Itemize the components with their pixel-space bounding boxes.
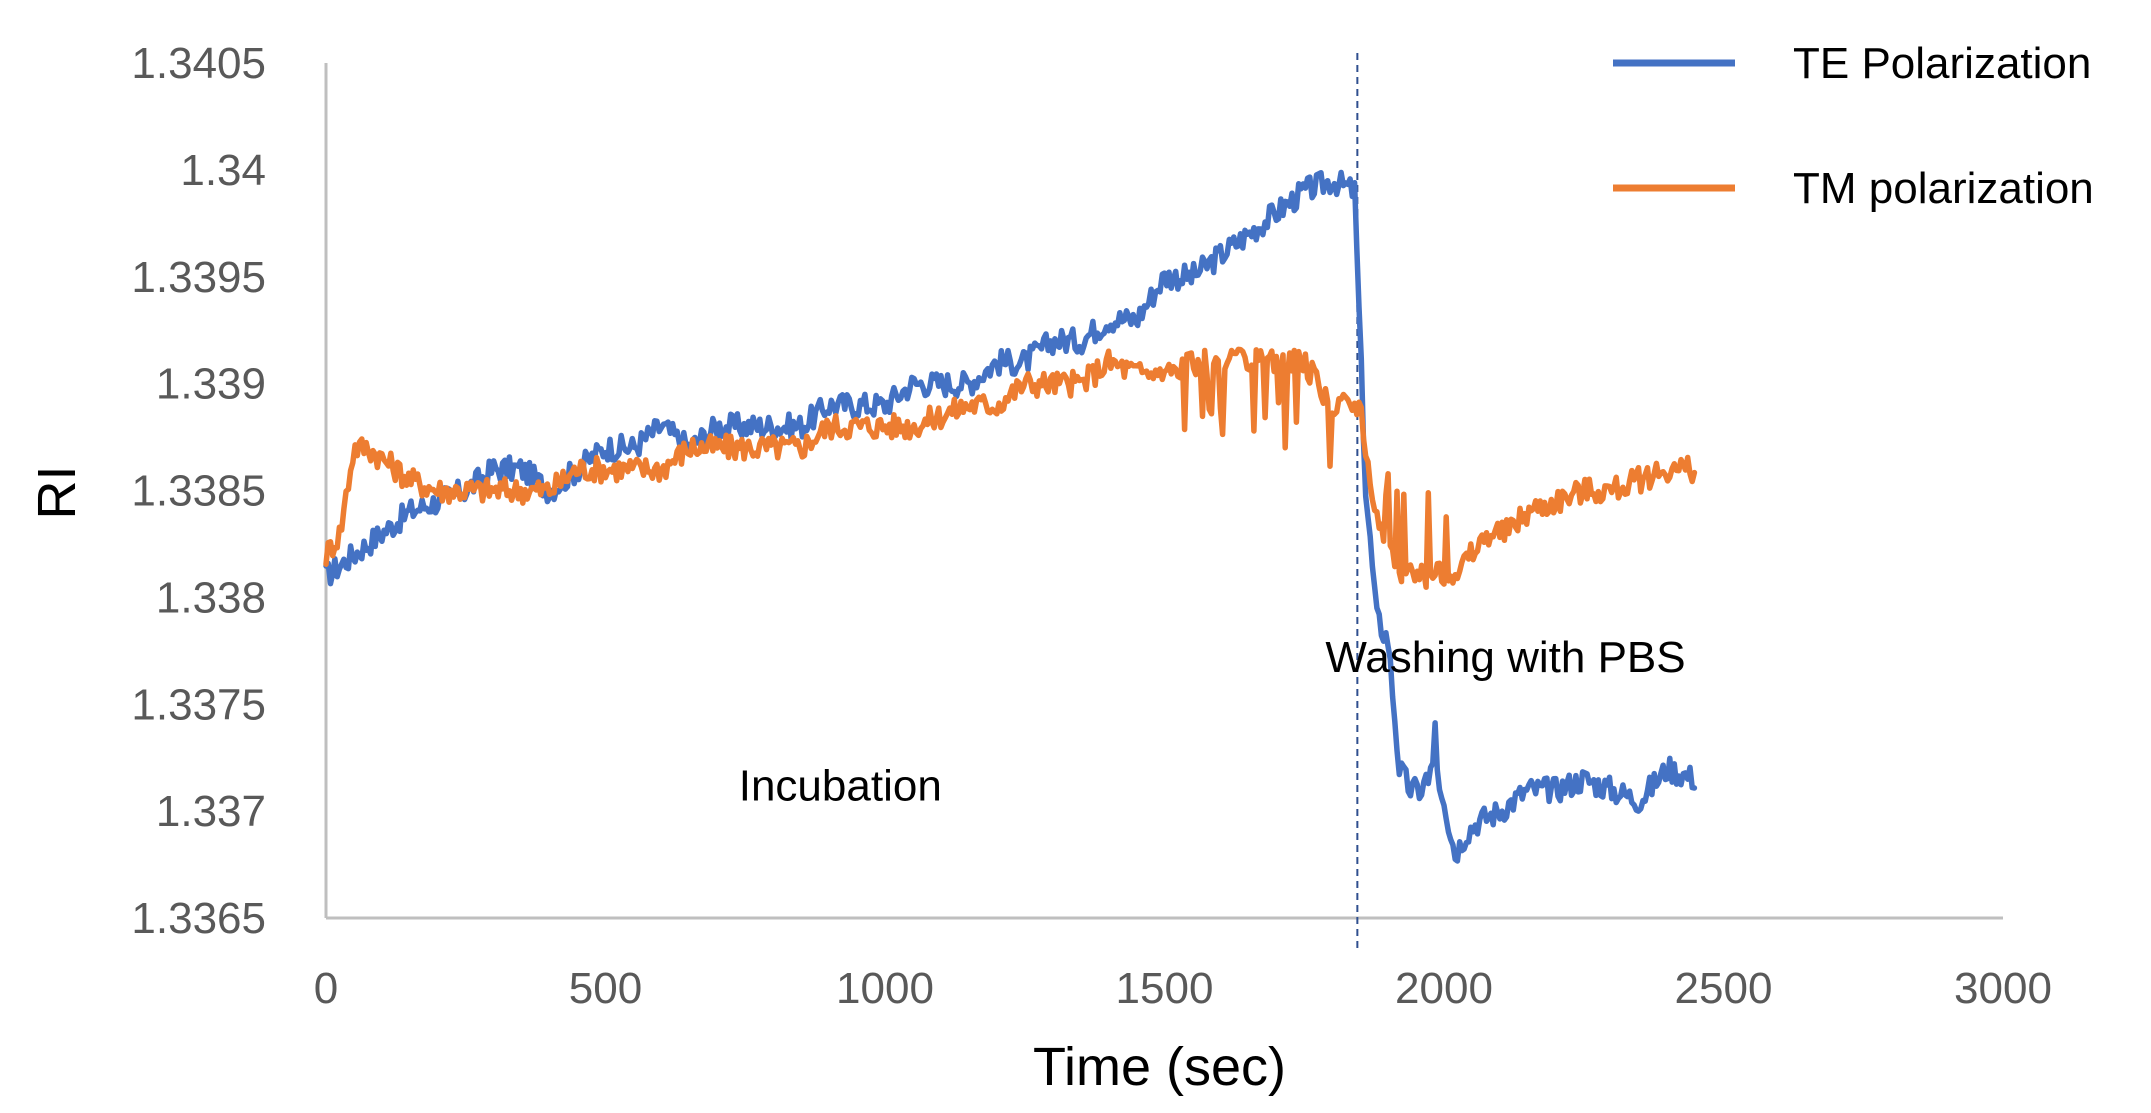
y-tick-label: 1.3395 xyxy=(131,253,266,302)
x-axis-title: Time (sec) xyxy=(1033,1037,1286,1097)
y-tick-labels: 1.3365 1.337 1.3375 1.338 1.3385 1.339 1.3395 1… xyxy=(131,39,266,943)
x-tick-label: 3000 xyxy=(1954,964,2052,1013)
x-tick-label: 2500 xyxy=(1675,964,1773,1013)
y-tick-label: 1.3405 xyxy=(131,39,266,88)
x-tick-label: 1500 xyxy=(1116,964,1214,1013)
y-tick-label: 1.337 xyxy=(156,787,266,836)
y-tick-label: 1.3365 xyxy=(131,894,266,943)
y-tick-label: 1.338 xyxy=(156,573,266,622)
x-tick-label: 0 xyxy=(314,964,338,1013)
y-tick-label: 1.34 xyxy=(180,146,266,195)
series-line-te-polarization xyxy=(323,169,1698,864)
legend-label: TE Polarization xyxy=(1793,39,2091,88)
y-tick-label: 1.3375 xyxy=(131,680,266,729)
legend: TE Polarization TM polarization xyxy=(1613,39,2094,213)
legend-label: TM polarization xyxy=(1793,164,2094,213)
axes xyxy=(324,63,2003,920)
y-tick-label: 1.339 xyxy=(156,360,266,409)
annotation-label: Washing with PBS xyxy=(1325,633,1685,682)
y-tick-label: 1.3385 xyxy=(131,467,266,516)
x-tick-labels: 0 500 1000 1500 2000 2500 3000 xyxy=(314,964,2052,1013)
y-axis-title: RI xyxy=(27,466,87,520)
series-line-tm-polarization xyxy=(323,346,1698,590)
x-tick-label: 1000 xyxy=(836,964,934,1013)
x-tick-label: 2000 xyxy=(1395,964,1493,1013)
x-tick-label: 500 xyxy=(569,964,642,1013)
annotations: Incubation Washing with PBS xyxy=(739,633,1686,810)
annotation-label: Incubation xyxy=(739,761,942,810)
series-layer xyxy=(323,169,1698,864)
